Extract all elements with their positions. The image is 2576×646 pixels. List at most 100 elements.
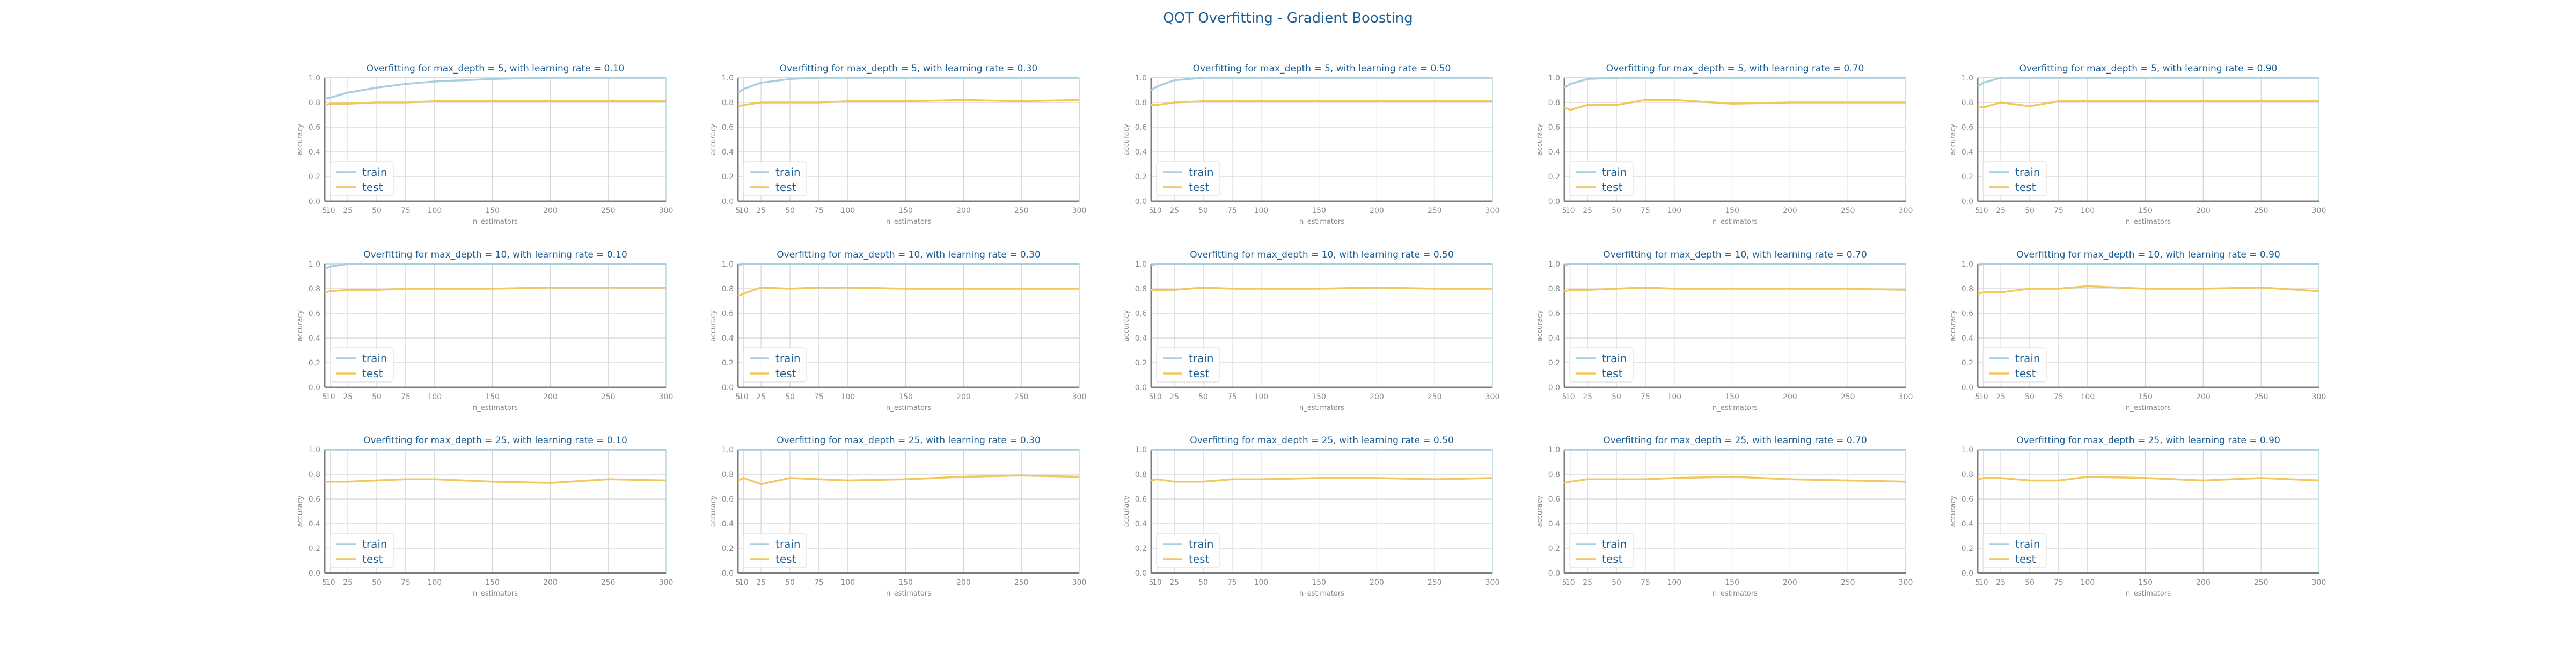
legend-label-train: train bbox=[1602, 352, 1627, 365]
x-tick-label: 25 bbox=[343, 393, 353, 401]
series-line-test bbox=[737, 99, 1080, 107]
subplot-6: Overfitting for max_depth = 10, with lea… bbox=[296, 249, 673, 412]
y-tick-label: 0.6 bbox=[309, 310, 320, 318]
x-tick-label: 300 bbox=[1072, 578, 1087, 587]
subplot-title: Overfitting for max_depth = 10, with lea… bbox=[363, 249, 627, 260]
y-tick-label: 0.8 bbox=[1962, 99, 1973, 107]
x-tick-label: 75 bbox=[1227, 207, 1237, 215]
series-line-test bbox=[737, 286, 1079, 297]
x-tick-label: 200 bbox=[1783, 578, 1797, 587]
x-tick-label: 5 bbox=[1149, 207, 1154, 215]
legend: train test bbox=[1982, 161, 2047, 196]
x-tick-label: 200 bbox=[1783, 207, 1797, 215]
x-axis-label: n_estimators bbox=[1713, 404, 1758, 412]
subplot-5: Overfitting for max_depth = 5, with lear… bbox=[1949, 63, 2326, 226]
y-tick-label: 0.6 bbox=[1135, 495, 1147, 504]
y-tick-label: 0.0 bbox=[1548, 384, 1560, 392]
y-axis-label: accuracy bbox=[1536, 495, 1544, 527]
y-axis-label: accuracy bbox=[1123, 123, 1131, 155]
y-tick-label: 0.6 bbox=[309, 123, 320, 132]
x-tick-label: 25 bbox=[756, 578, 766, 587]
y-axis-label: accuracy bbox=[709, 310, 718, 341]
x-tick-label: 10 bbox=[326, 393, 335, 401]
x-tick-label: 75 bbox=[2054, 578, 2063, 587]
x-tick-label: 250 bbox=[1841, 578, 1855, 587]
x-tick-label: 25 bbox=[1583, 393, 1592, 401]
y-tick-label: 1.0 bbox=[1135, 446, 1147, 454]
y-tick-label: 1.0 bbox=[1135, 260, 1147, 269]
y-tick-label: 0.8 bbox=[1548, 285, 1560, 293]
subplot-title: Overfitting for max_depth = 25, with lea… bbox=[1603, 435, 1867, 446]
x-axis-label: n_estimators bbox=[473, 590, 518, 598]
x-tick-label: 10 bbox=[739, 207, 749, 215]
subplot-title: Overfitting for max_depth = 5, with lear… bbox=[367, 63, 625, 74]
x-tick-label: 25 bbox=[1583, 207, 1592, 215]
series-line-train bbox=[324, 77, 666, 100]
subplot-1: Overfitting for max_depth = 5, with lear… bbox=[296, 63, 673, 226]
y-tick-label: 0.2 bbox=[1962, 545, 1973, 553]
y-tick-label: 0.8 bbox=[1135, 285, 1147, 293]
x-tick-label: 5 bbox=[1562, 207, 1567, 215]
x-tick-label: 50 bbox=[372, 207, 382, 215]
y-tick-label: 0.2 bbox=[1548, 545, 1560, 553]
x-tick-label: 200 bbox=[2196, 393, 2211, 401]
x-tick-label: 5 bbox=[1562, 393, 1567, 401]
x-tick-label: 200 bbox=[2196, 207, 2211, 215]
y-tick-label: 0.4 bbox=[309, 334, 320, 343]
legend-label-test: test bbox=[2015, 367, 2036, 380]
x-axis-label: n_estimators bbox=[2126, 590, 2171, 598]
x-tick-label: 300 bbox=[1899, 207, 1913, 215]
x-axis-label: n_estimators bbox=[886, 590, 931, 598]
series-line-test bbox=[1151, 477, 1493, 483]
x-tick-label: 200 bbox=[1370, 578, 1384, 587]
x-tick-label: 50 bbox=[2025, 393, 2035, 401]
y-tick-label: 1.0 bbox=[309, 446, 320, 454]
x-tick-label: 10 bbox=[1979, 578, 1988, 587]
x-tick-label: 250 bbox=[2254, 207, 2268, 215]
x-tick-label: 10 bbox=[1565, 393, 1575, 401]
x-tick-label: 75 bbox=[1641, 393, 1650, 401]
x-tick-label: 10 bbox=[1152, 578, 1162, 587]
legend-label-train: train bbox=[1189, 166, 1214, 179]
legend-label-test: test bbox=[2015, 181, 2036, 194]
x-tick-label: 50 bbox=[1198, 578, 1208, 587]
subplot-11: Overfitting for max_depth = 25, with lea… bbox=[296, 435, 673, 598]
y-tick-label: 0.4 bbox=[1135, 148, 1147, 157]
x-tick-label: 150 bbox=[2138, 578, 2153, 587]
x-tick-label: 5 bbox=[736, 393, 741, 401]
y-tick-label: 0.6 bbox=[1548, 310, 1560, 318]
x-tick-label: 5 bbox=[736, 207, 741, 215]
y-tick-label: 0.2 bbox=[722, 173, 734, 181]
x-axis-label: n_estimators bbox=[1299, 218, 1344, 226]
legend: train test bbox=[1982, 533, 2047, 568]
x-tick-label: 250 bbox=[1428, 207, 1442, 215]
x-tick-label: 25 bbox=[1583, 578, 1592, 587]
x-tick-label: 300 bbox=[2312, 578, 2326, 587]
series-line-test bbox=[1977, 475, 2319, 482]
legend-label-test: test bbox=[362, 367, 383, 380]
x-tick-label: 25 bbox=[756, 393, 766, 401]
y-tick-label: 0.0 bbox=[722, 197, 734, 206]
y-tick-label: 1.0 bbox=[722, 74, 734, 83]
x-tick-label: 200 bbox=[956, 207, 971, 215]
y-tick-label: 0.4 bbox=[722, 148, 734, 157]
y-axis-label: accuracy bbox=[296, 495, 304, 527]
x-tick-label: 250 bbox=[1014, 578, 1029, 587]
x-axis-label: n_estimators bbox=[473, 218, 518, 226]
x-tick-label: 200 bbox=[1783, 393, 1797, 401]
y-tick-label: 0.0 bbox=[309, 197, 320, 206]
legend-label-train: train bbox=[2015, 166, 2040, 179]
x-tick-label: 10 bbox=[739, 393, 749, 401]
x-tick-label: 300 bbox=[2312, 393, 2326, 401]
x-tick-label: 10 bbox=[326, 578, 335, 587]
x-tick-label: 100 bbox=[427, 578, 442, 587]
y-tick-label: 1.0 bbox=[309, 260, 320, 269]
y-tick-label: 0.2 bbox=[1962, 359, 1973, 368]
y-tick-label: 0.8 bbox=[722, 285, 734, 293]
subplot-8: Overfitting for max_depth = 10, with lea… bbox=[1123, 249, 1499, 412]
legend-label-train: train bbox=[1602, 538, 1627, 550]
x-tick-label: 100 bbox=[840, 207, 855, 215]
x-axis-label: n_estimators bbox=[1713, 218, 1758, 226]
y-tick-label: 0.0 bbox=[1962, 384, 1973, 392]
